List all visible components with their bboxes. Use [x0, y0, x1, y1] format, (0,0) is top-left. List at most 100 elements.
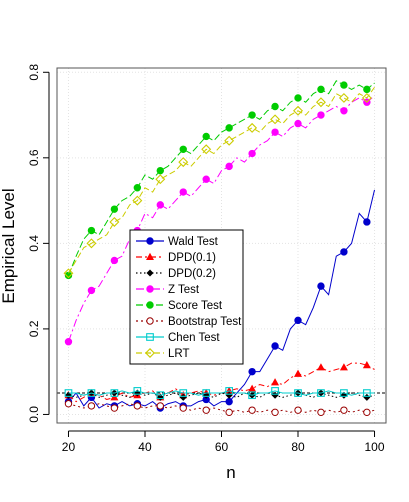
- series-7-point-15: [178, 157, 189, 168]
- series-7-point-39: [361, 92, 372, 103]
- series-0-point-33: [317, 282, 325, 290]
- series-4-point-3: [87, 226, 96, 235]
- series-5-point-3: [87, 402, 96, 410]
- series-6-point-36: [340, 389, 348, 397]
- legend-box: [129, 229, 244, 365]
- legend-label-4: Score Test: [168, 300, 223, 312]
- series-5-point-21: [225, 408, 233, 417]
- series-6-point-0: [64, 389, 73, 397]
- series-3-point-30: [294, 119, 302, 128]
- series-2-point-12: [156, 393, 164, 401]
- series-1-point-39: [362, 361, 371, 369]
- x-axis: 20 40 60 80 100: [62, 430, 385, 454]
- series-line-7: [68, 86, 375, 274]
- legend-label-0: Wald Test: [168, 236, 219, 248]
- series-4-point-12: [156, 166, 164, 175]
- series-5-point-27: [271, 408, 279, 417]
- series-2-point-27: [271, 391, 279, 399]
- series-6-point-39: [363, 389, 371, 397]
- series-5-point-9: [133, 402, 142, 410]
- series-7-point-9: [132, 195, 143, 206]
- series-6-point-6: [110, 389, 119, 397]
- legend-item-1: DPD(0.1): [136, 252, 216, 264]
- plot-frame: [56, 67, 387, 424]
- series-6-point-18: [202, 389, 211, 397]
- series-5-point-33: [317, 408, 325, 417]
- x-tick-label-2: 60: [215, 440, 229, 454]
- series-1-point-24: [248, 384, 257, 392]
- legend-marker-6: [146, 333, 154, 341]
- series-3-point-12: [156, 201, 164, 209]
- legend-item-5: Bootstrap Test: [136, 316, 242, 328]
- series-3-point-27: [271, 128, 279, 136]
- x-tick-label-1: 40: [138, 440, 152, 454]
- y-tick-label-4: 0.8: [27, 64, 41, 81]
- series-1-point-36: [339, 363, 348, 371]
- legend-label-2: DPD(0.2): [168, 268, 216, 280]
- series-3-point-24: [248, 149, 256, 158]
- legend-marker-2: [146, 269, 154, 277]
- series-4-point-9: [133, 184, 142, 192]
- series-6-point-9: [133, 387, 142, 395]
- series-0-point-36: [340, 248, 348, 256]
- series-7-point-3: [86, 238, 97, 249]
- series-5-point-36: [340, 406, 348, 414]
- series-3-point-36: [340, 107, 348, 115]
- series-4-point-27: [271, 102, 279, 111]
- series-5-point-15: [179, 404, 187, 412]
- series-7-point-33: [315, 97, 326, 108]
- series-0-point-39: [363, 218, 371, 226]
- series-7-point-6: [109, 216, 120, 227]
- legend-item-4: Score Test: [136, 300, 223, 312]
- legend-label-6: Chen Test: [168, 332, 220, 344]
- legend-label-3: Z Test: [168, 284, 200, 296]
- series-3-point-33: [317, 111, 325, 119]
- series-4-point-39: [363, 85, 371, 94]
- legend-label-1: DPD(0.1): [168, 252, 216, 264]
- series-3-point-3: [87, 286, 96, 295]
- series-4-point-30: [294, 94, 302, 102]
- series-3-point-15: [179, 188, 187, 196]
- series-3-point-6: [110, 256, 119, 265]
- series-2-point-21: [225, 391, 233, 399]
- series-6-point-15: [179, 389, 188, 397]
- x-axis-title: n: [226, 463, 235, 482]
- series-4-point-18: [202, 132, 210, 141]
- series-6-point-24: [248, 391, 256, 400]
- series-5-point-18: [202, 406, 210, 414]
- series-5-point-0: [64, 400, 73, 408]
- legend-item-0: Wald Test: [136, 236, 219, 248]
- series-3-point-18: [202, 175, 210, 183]
- series-3-point-0: [64, 338, 73, 346]
- y-tick-label-0: 0.0: [27, 406, 41, 423]
- series-4-point-36: [340, 81, 348, 89]
- series-2-point-39: [363, 393, 371, 401]
- series-6: [64, 387, 375, 400]
- series-0-point-21: [225, 397, 233, 406]
- series-5-point-12: [156, 402, 164, 410]
- x-tick-label-4: 100: [365, 440, 385, 454]
- legend-label-5: Bootstrap Test: [168, 316, 242, 328]
- series-0-point-27: [271, 342, 279, 350]
- legend-item-3: Z Test: [136, 284, 200, 296]
- series-6-point-21: [225, 387, 234, 395]
- x-tick-label-0: 20: [62, 440, 76, 454]
- legend-marker-4: [146, 301, 154, 309]
- series-7-point-30: [293, 105, 303, 116]
- series-0-point-30: [294, 316, 302, 325]
- series-4-point-0: [64, 271, 73, 280]
- series-5-point-30: [294, 406, 302, 414]
- series-7-point-12: [155, 174, 166, 185]
- legend-marker-0: [146, 237, 154, 245]
- series-6-point-3: [87, 389, 96, 397]
- series-5: [64, 400, 375, 417]
- series-7-point-27: [270, 114, 281, 125]
- legend-marker-3: [146, 285, 154, 293]
- y-axis: 0.0 0.2 0.4 0.6 0.8: [27, 64, 50, 423]
- legend-label-7: LRT: [168, 348, 190, 360]
- series-5-point-24: [248, 406, 256, 414]
- series-4-point-15: [179, 145, 187, 153]
- series-3-point-21: [225, 162, 233, 171]
- series-group: [63, 80, 376, 417]
